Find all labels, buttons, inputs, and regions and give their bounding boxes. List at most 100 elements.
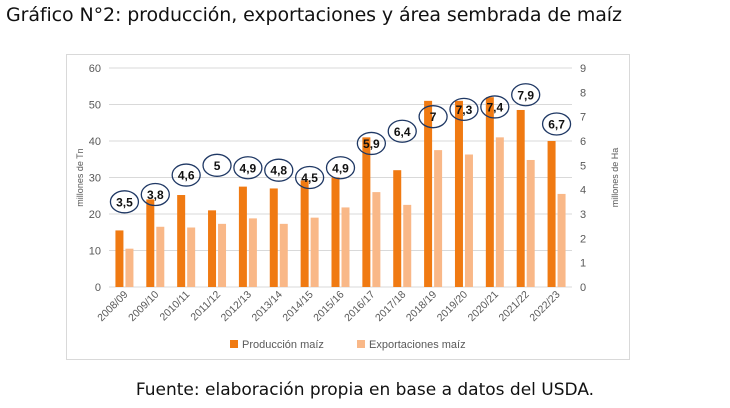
area-ellipse — [480, 95, 510, 119]
bar-produccion — [238, 186, 247, 287]
bar-produccion — [300, 180, 309, 287]
area-label: 4,6 — [178, 169, 195, 183]
area-label: 5 — [214, 159, 221, 173]
y-axis-label-right: millones de Ha — [610, 148, 620, 208]
area-ellipse — [202, 153, 232, 177]
y-tick-left: 30 — [89, 173, 101, 185]
bar-produccion — [516, 109, 525, 287]
y-tick-left: 50 — [89, 100, 101, 112]
area-ellipse — [541, 112, 572, 136]
y-tick-right: 6 — [580, 136, 586, 148]
x-tick-label: 2015/16 — [311, 289, 346, 324]
area-ellipse — [511, 83, 541, 107]
bar-produccion — [547, 141, 556, 287]
y-tick-left: 60 — [89, 63, 101, 75]
y-tick-right: 0 — [580, 282, 586, 294]
bar-exportaciones — [403, 204, 412, 287]
area-ellipse — [264, 158, 294, 182]
area-ellipse — [418, 105, 448, 129]
x-tick-label: 2021/22 — [496, 289, 531, 324]
area-label: 3,5 — [116, 195, 133, 209]
area-label: 6,4 — [394, 125, 411, 139]
y-tick-left: 0 — [95, 282, 101, 294]
bar-produccion — [146, 199, 155, 287]
bar-exportaciones — [218, 223, 227, 287]
x-tick-label: 2016/17 — [342, 289, 377, 324]
x-tick-label: 2020/21 — [466, 289, 501, 324]
y-axis-label-left: millones de Tn — [75, 148, 85, 206]
bar-exportaciones — [557, 193, 566, 287]
bar-produccion — [454, 100, 463, 287]
area-ellipse — [140, 182, 170, 207]
bar-exportaciones — [156, 226, 165, 287]
bar-produccion — [362, 137, 371, 287]
area-ellipse — [294, 165, 325, 190]
x-tick-label: 2012/13 — [219, 289, 254, 324]
area-ellipse — [387, 119, 417, 143]
bar-exportaciones — [341, 207, 350, 287]
area-label: 7,3 — [456, 103, 473, 117]
y-tick-right: 2 — [580, 233, 586, 245]
bar-produccion — [485, 97, 494, 287]
area-label: 7,4 — [486, 100, 503, 114]
legend-label-produccion: Producción maíz — [242, 339, 324, 351]
bar-produccion — [208, 210, 217, 287]
y-tick-right: 7 — [580, 112, 586, 124]
x-tick-label: 2017/18 — [373, 289, 408, 324]
x-tick-label: 2010/11 — [158, 289, 193, 324]
y-tick-left: 20 — [89, 209, 101, 221]
source-note: Fuente: elaboración propia en base a dat… — [135, 380, 595, 400]
x-tick-label: 2022/23 — [527, 289, 562, 324]
chart-frame: 0 10 20 30 40 50 60 0 1 2 3 4 5 6 7 8 9 millones de Tn mil… — [66, 54, 630, 360]
legend-swatch-produccion — [230, 340, 238, 348]
bar-produccion — [393, 170, 402, 287]
y-tick-right: 3 — [580, 209, 586, 221]
area-label: 7,9 — [517, 88, 534, 102]
bar-produccion — [177, 195, 186, 287]
y-tick-right: 1 — [580, 258, 586, 270]
x-tick-label: 2019/20 — [435, 289, 470, 324]
bar-exportaciones — [279, 223, 288, 287]
bar-produccion — [269, 188, 278, 287]
area-ellipse — [171, 163, 201, 187]
page-title: Gráfico N°2: producción, exportaciones y… — [6, 4, 622, 26]
legend-label-exportaciones: Exportaciones maíz — [369, 339, 466, 351]
area-ellipse — [109, 190, 140, 214]
area-label: 6,7 — [548, 117, 565, 131]
y-tick-left: 40 — [89, 136, 101, 148]
bar-exportaciones — [187, 227, 196, 287]
bar-exportaciones — [372, 192, 381, 287]
y-tick-right: 8 — [580, 87, 586, 99]
y-tick-right: 5 — [580, 160, 586, 172]
bar-produccion — [424, 100, 433, 287]
bar-exportaciones — [464, 154, 473, 287]
x-tick-label: 2018/19 — [404, 289, 439, 324]
x-tick-label: 2013/14 — [250, 289, 285, 324]
area-ellipse — [449, 97, 479, 122]
y-tick-right: 9 — [580, 63, 586, 75]
bar-exportaciones — [248, 218, 257, 287]
area-ellipse — [325, 156, 356, 180]
x-tick-label: 2014/15 — [280, 289, 315, 324]
bar-exportaciones — [310, 217, 319, 287]
area-ellipse — [233, 156, 263, 180]
area-label: 5,9 — [363, 137, 380, 151]
x-tick-label: 2009/10 — [126, 289, 161, 324]
y-tick-left: 10 — [89, 246, 101, 258]
bar-produccion — [331, 177, 340, 287]
area-label: 3,8 — [147, 188, 164, 202]
bar-produccion — [115, 230, 124, 287]
x-tick-label: 2011/12 — [188, 289, 223, 324]
bar-exportaciones — [526, 159, 535, 287]
area-label: 7 — [430, 110, 437, 124]
bar-exportaciones — [495, 137, 504, 287]
legend-swatch-exportaciones — [357, 340, 365, 348]
area-ellipse — [356, 131, 387, 156]
area-label: 4,9 — [332, 161, 349, 175]
bar-exportaciones — [125, 248, 134, 287]
area-label: 4,8 — [270, 164, 287, 178]
bar-exportaciones — [434, 150, 443, 287]
bar-chart: 0 10 20 30 40 50 60 0 1 2 3 4 5 6 7 8 9 millones de Tn mil… — [75, 63, 620, 351]
y-tick-right: 4 — [580, 185, 586, 197]
area-label: 4,5 — [301, 171, 318, 185]
